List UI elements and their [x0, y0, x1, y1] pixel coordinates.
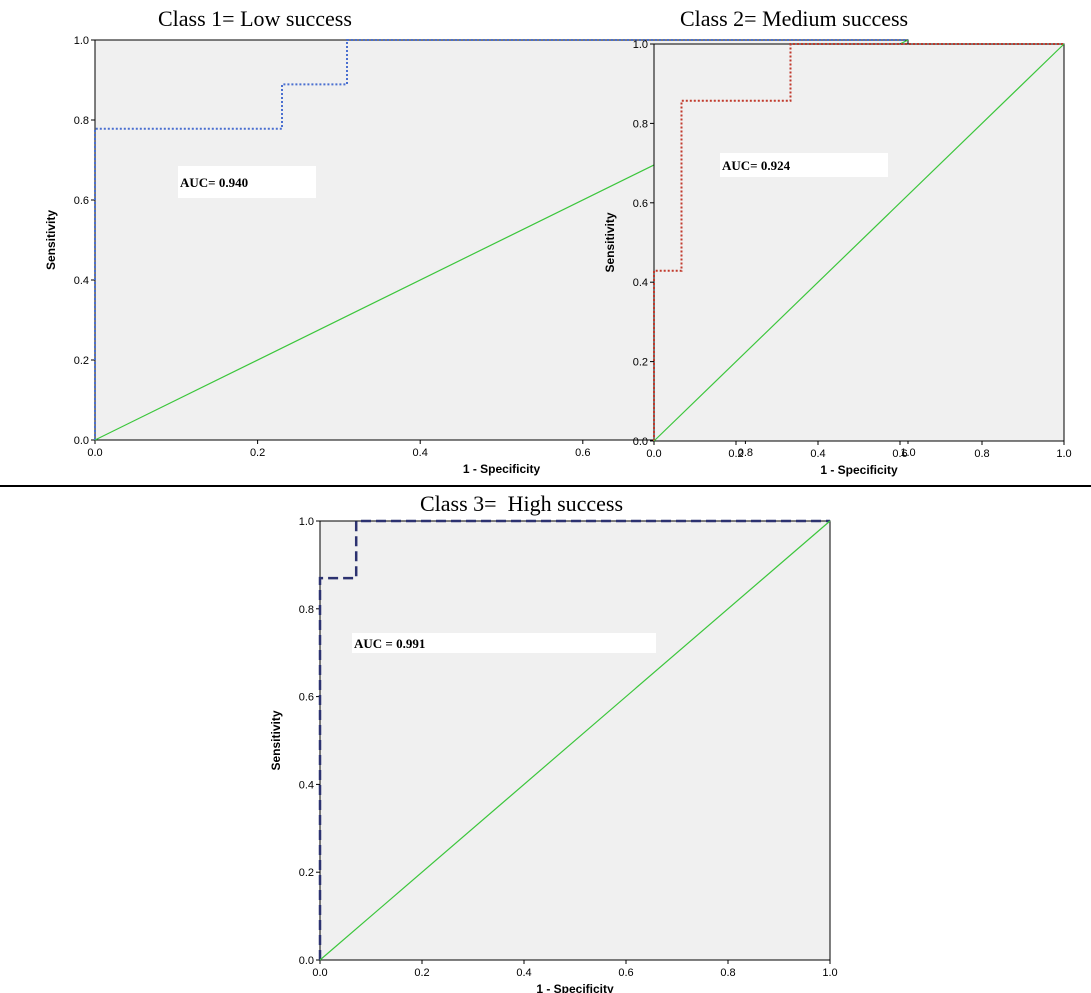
chart-2-y-tick-label: 0.8: [633, 118, 648, 130]
chart-3-y-tick-label: 1.0: [299, 516, 314, 528]
chart-2-x-axis-title: 1 - Specificity: [820, 463, 898, 477]
chart-2-roc-curve: [653, 43, 1064, 441]
chart-1-roc-curve: [94, 39, 908, 440]
chart-1-auc-box: [178, 166, 316, 198]
chart-3-x-tick-label: 1.0: [822, 967, 837, 979]
chart-1-x-tick-label: 0.6: [575, 447, 590, 459]
chart-3-y-tick-label: 0.6: [299, 692, 314, 704]
chart-2-reference-line: [653, 43, 1065, 442]
chart-3-roc-curve: [318, 519, 830, 960]
chart-1-y-tick-label: 0.8: [74, 115, 89, 127]
chart-title-class-2: Class 2= Medium success: [680, 6, 909, 31]
chart-title-class-1: Class 1= Low success: [158, 6, 352, 31]
chart-2-x-tick-label: 0.6: [892, 448, 907, 460]
chart-3-x-tick-label: 0.4: [516, 967, 531, 979]
chart-2-y-tick-label: 0.0: [633, 436, 648, 448]
chart-3-y-tick-label: 0.8: [299, 604, 314, 616]
chart-1-x-axis-title: 1 - Specificity: [463, 462, 541, 476]
chart-3-y-tick-label: 0.2: [299, 867, 314, 879]
chart-1-y-tick-label: 0.2: [74, 355, 89, 367]
chart-1-y-axis-title: Sensitivity: [44, 210, 58, 270]
chart-2-x-tick-label: 0.2: [728, 448, 743, 460]
chart-title-class-3: Class 3= High success: [420, 491, 624, 516]
chart-1-x-tick-label: 0.2: [250, 447, 265, 459]
chart-3-x-tick-label: 0.6: [618, 967, 633, 979]
chart-2-y-tick-label: 0.4: [633, 277, 648, 289]
chart-2-auc-box: [720, 153, 888, 177]
chart-1-y-tick-label: 0.0: [74, 435, 89, 447]
chart-2-y-tick-label: 0.2: [633, 357, 648, 369]
chart-1-auc-label: AUC= 0.940: [180, 175, 248, 190]
chart-3-x-tick-label: 0.0: [312, 967, 327, 979]
chart-2-x-tick-label: 0.0: [646, 448, 661, 460]
chart-2-y-tick-label: 1.0: [633, 39, 648, 51]
chart-2-x-tick-label: 0.8: [974, 448, 989, 460]
chart-2-y-tick-label: 0.6: [633, 198, 648, 210]
chart-3-y-tick-label: 0.4: [299, 779, 314, 791]
chart-1-x-tick-label: 0.4: [413, 447, 428, 459]
chart-1-y-tick-label: 0.6: [74, 195, 89, 207]
chart-1-x-tick-label: 0.0: [87, 447, 102, 459]
chart-2-y-axis-title: Sensitivity: [603, 212, 617, 272]
chart-3-x-axis-title: 1 - Specificity: [536, 982, 614, 993]
chart-1-y-tick-label: 1.0: [74, 35, 89, 47]
chart-3-reference-line: [319, 520, 831, 961]
chart-3-y-axis-title: Sensitivity: [269, 710, 283, 770]
chart-1-x-tick-label: 0.8: [738, 447, 753, 459]
chart-1-y-tick-label: 0.4: [74, 275, 89, 287]
chart-1-x-tick-label: 1.0: [900, 447, 915, 459]
chart-3-y-tick-label: 0.0: [299, 955, 314, 967]
chart-3-auc-box: [352, 633, 656, 653]
chart-2-x-tick-label: 0.4: [810, 448, 825, 460]
chart-3-x-tick-label: 0.2: [414, 967, 429, 979]
chart-3-x-tick-label: 0.8: [720, 967, 735, 979]
chart-3-auc-label: AUC = 0.991: [354, 636, 425, 651]
chart-2-x-tick-label: 1.0: [1056, 448, 1071, 460]
chart-2-auc-label: AUC= 0.924: [722, 158, 791, 173]
panel-divider: [0, 485, 1091, 487]
